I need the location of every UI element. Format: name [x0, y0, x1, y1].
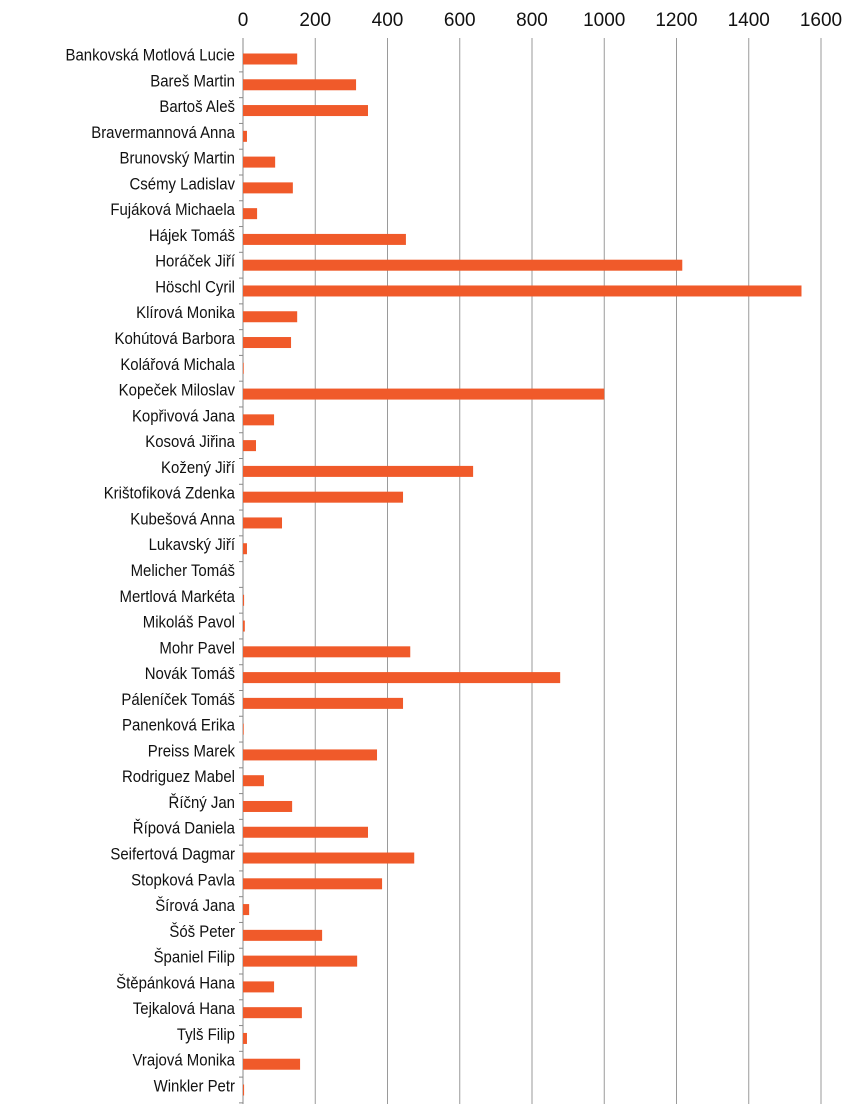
bar: [243, 362, 244, 374]
x-tick-label: 800: [516, 10, 548, 31]
bar: [243, 826, 368, 838]
y-tick-label: Mertlová Markéta: [120, 588, 236, 606]
y-tick-label: Fujáková Michaela: [110, 201, 235, 219]
y-tick-label: Seifertová Dagmar: [110, 846, 235, 864]
bar: [243, 672, 561, 684]
bar: [243, 594, 245, 606]
bar: [243, 955, 358, 967]
y-tick-label: Hájek Tomáš: [149, 227, 235, 245]
y-tick-label: Kosová Jiřina: [145, 433, 235, 451]
y-tick-label: Lukavský Jiří: [149, 536, 236, 554]
bar: [243, 852, 415, 864]
y-tick-label: Tejkalová Hana: [133, 1000, 235, 1018]
bar: [243, 749, 378, 761]
bar: [243, 1058, 301, 1070]
y-tick-label: Bareš Martin: [150, 72, 235, 90]
bar: [243, 105, 368, 117]
y-tick-label: Krištofiková Zdenka: [104, 485, 235, 503]
bar: [243, 337, 292, 349]
y-tick-label: Vrajová Monika: [133, 1052, 236, 1070]
bar: [243, 620, 245, 632]
y-tick-label: Kopeček Miloslav: [119, 382, 235, 400]
y-tick-label: Novák Tomáš: [145, 665, 235, 683]
y-tick-label: Kožený Jiří: [161, 459, 235, 477]
y-tick-label: Brunovský Martin: [120, 150, 235, 168]
y-tick-label: Tylš Filip: [177, 1026, 235, 1044]
bar: [243, 491, 404, 503]
y-tick-label: Preiss Marek: [148, 743, 236, 761]
bar: [243, 1032, 247, 1044]
y-tick-label: Šírová Jana: [155, 895, 235, 915]
y-tick-label: Höschl Cyril: [155, 279, 235, 297]
y-tick-label: Španiel Filip: [154, 947, 236, 967]
x-tick-label: 200: [299, 10, 331, 31]
y-tick-label: Kohútová Barbora: [114, 330, 235, 348]
y-tick-label: Mikoláš Pavol: [143, 614, 235, 632]
bar: [243, 929, 323, 941]
bar: [243, 182, 293, 194]
bar: [243, 388, 605, 400]
y-tick-label: Kubešová Anna: [130, 511, 235, 529]
bar: [243, 981, 275, 993]
x-tick-label: 1400: [728, 10, 770, 31]
x-tick-label: 1000: [583, 10, 625, 31]
bar: [243, 259, 683, 271]
bar: [243, 800, 293, 812]
bar: [243, 775, 264, 787]
y-tick-label: Winkler Petr: [154, 1078, 236, 1096]
y-tick-label: Šóš Peter: [169, 921, 235, 941]
y-tick-label: Páleníček Tomáš: [121, 691, 235, 709]
y-tick-label: Panenková Erika: [122, 717, 235, 735]
bar: [243, 285, 802, 297]
y-tick-label: Řípová Daniela: [133, 818, 235, 838]
x-tick-label: 1200: [655, 10, 697, 31]
bar: [243, 233, 406, 245]
bar: [243, 904, 250, 916]
y-tick-label: Rodriguez Mabel: [122, 768, 235, 786]
bar: [243, 723, 244, 735]
bar: [243, 465, 474, 477]
y-tick-label: Csémy Ladislav: [129, 176, 235, 194]
y-tick-label: Kolářová Michala: [120, 356, 235, 374]
y-tick-label: Melicher Tomáš: [131, 562, 235, 580]
y-tick-label: Štěpánková Hana: [116, 972, 235, 992]
y-tick-label: Bankovská Motlová Lucie: [65, 47, 235, 65]
x-tick-label: 1600: [800, 10, 842, 31]
bar: [243, 208, 258, 220]
bar: [243, 1007, 302, 1019]
y-tick-label: Bartoš Aleš: [159, 98, 235, 116]
bar: [243, 156, 276, 168]
bar: [243, 1084, 245, 1096]
bar: [243, 543, 247, 555]
y-tick-label: Stopková Pavla: [131, 871, 235, 889]
bar: [243, 414, 275, 426]
bar: [243, 440, 257, 452]
bar: [243, 878, 383, 890]
bar: [243, 311, 298, 323]
bar: [243, 517, 283, 529]
bar: [243, 646, 411, 658]
y-tick-label: Říčný Jan: [169, 792, 235, 812]
x-tick-label: 0: [238, 10, 249, 31]
bar: [243, 697, 404, 709]
y-tick-label: Bravermannová Anna: [91, 124, 235, 142]
bar: [243, 79, 357, 91]
x-tick-label: 600: [444, 10, 476, 31]
y-tick-label: Klírová Monika: [136, 304, 235, 322]
y-tick-label: Horáček Jiří: [155, 253, 235, 271]
bar: [243, 53, 298, 65]
y-tick-label: Mohr Pavel: [159, 640, 235, 658]
x-tick-label: 400: [372, 10, 404, 31]
y-tick-label: Kopřivová Jana: [132, 408, 235, 426]
bar: [243, 130, 247, 142]
